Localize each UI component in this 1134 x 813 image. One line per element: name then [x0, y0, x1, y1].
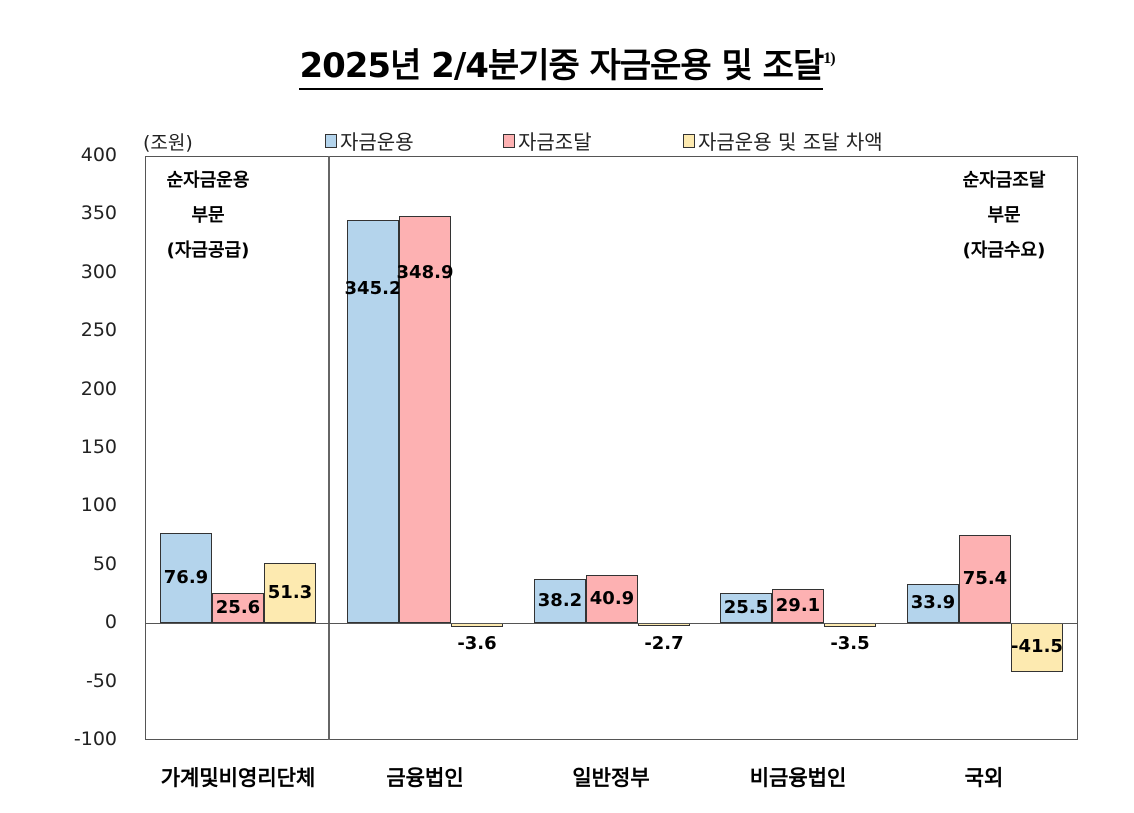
bar-value-label: 75.4 [962, 568, 1008, 590]
y-axis-unit: (조원) [143, 132, 193, 154]
x-category-label: 금융법인 [386, 766, 464, 790]
bar [347, 220, 399, 624]
sector-divider [328, 156, 330, 740]
chart-title-text: 2025년 2/4분기중 자금운용 및 조달 [299, 46, 824, 90]
y-tick-label: 300 [80, 260, 117, 283]
bar [399, 215, 451, 624]
y-tick-label: 350 [80, 202, 117, 225]
y-tick-label: -50 [85, 669, 117, 692]
bar-value-label: 51.3 [267, 582, 313, 604]
x-category-label: 일반정부 [572, 766, 650, 790]
bar-value-label: 33.9 [910, 592, 956, 614]
note-net-borrowing: 순자금조달 부문 (자금수요) [944, 163, 1064, 268]
bar-value-label: 76.9 [163, 567, 209, 589]
chart-title: 2025년 2/4분기중 자금운용 및 조달1) [0, 38, 1134, 90]
legend-item: 자금운용 및 조달 차액 [683, 126, 883, 155]
legend-label: 자금조달 [518, 130, 592, 154]
x-category-label: 가계및비영리단체 [160, 766, 316, 790]
legend-swatch [503, 133, 515, 148]
bar [160, 533, 212, 624]
zero-line [145, 622, 1078, 625]
legend-item: 자금조달 [503, 126, 592, 155]
bar [1011, 623, 1063, 672]
bar-value-label: 25.5 [723, 597, 769, 619]
y-tick-label: 100 [80, 494, 117, 517]
bar-value-label: 29.1 [775, 595, 821, 617]
bar-value-label: -41.5 [1011, 636, 1063, 658]
bar [264, 563, 316, 624]
bar [586, 575, 638, 624]
note-left-line1: 순자금운용 [166, 170, 250, 191]
note-right-line2: 부문 [987, 205, 1021, 226]
note-right-line1: 순자금조달 [962, 170, 1046, 191]
y-tick-label: 0 [104, 611, 117, 634]
bar-value-label: 38.2 [537, 589, 583, 611]
y-tick-label: 150 [80, 436, 117, 458]
bar-value-label: -3.6 [457, 633, 497, 655]
note-left-line3: (자금공급) [166, 240, 250, 261]
bar-value-label: -3.5 [830, 633, 870, 655]
y-tick-label: 400 [80, 144, 117, 166]
title-footnote: 1) [823, 50, 835, 67]
bar-value-label: 345.2 [344, 278, 402, 299]
bar-value-label: 40.9 [589, 588, 635, 610]
y-tick-label: -100 [73, 728, 117, 750]
y-tick-label: 200 [80, 377, 117, 400]
bar-value-label: 25.6 [215, 597, 261, 619]
bar [959, 535, 1011, 624]
legend-swatch [325, 133, 337, 148]
legend-swatch [683, 133, 695, 148]
y-tick-label: 50 [92, 552, 117, 575]
note-right-line3: (자금수요) [962, 240, 1046, 261]
x-category-label: 비금융법인 [749, 766, 847, 790]
bar-value-label: 348.9 [396, 262, 454, 283]
bar-value-label: -2.7 [644, 633, 684, 655]
note-net-lending: 순자금운용 부문 (자금공급) [148, 163, 268, 268]
x-category-label: 국외 [964, 766, 1004, 790]
legend-label: 자금운용 및 조달 차액 [698, 130, 883, 154]
legend-label: 자금운용 [340, 130, 414, 154]
note-left-line2: 부문 [191, 205, 225, 226]
plot-area [145, 156, 1078, 740]
legend-item: 자금운용 [325, 126, 414, 155]
y-tick-label: 250 [80, 319, 117, 342]
